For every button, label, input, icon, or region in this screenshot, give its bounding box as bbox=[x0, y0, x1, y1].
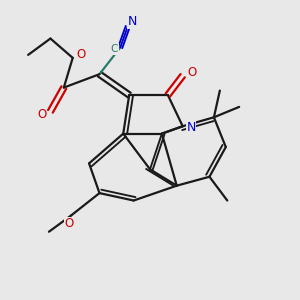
Text: N: N bbox=[186, 121, 196, 134]
Text: C: C bbox=[111, 44, 118, 54]
Text: O: O bbox=[64, 217, 74, 230]
Text: N: N bbox=[128, 15, 137, 28]
Text: O: O bbox=[187, 66, 196, 79]
Text: O: O bbox=[37, 108, 46, 121]
Text: O: O bbox=[76, 48, 86, 62]
